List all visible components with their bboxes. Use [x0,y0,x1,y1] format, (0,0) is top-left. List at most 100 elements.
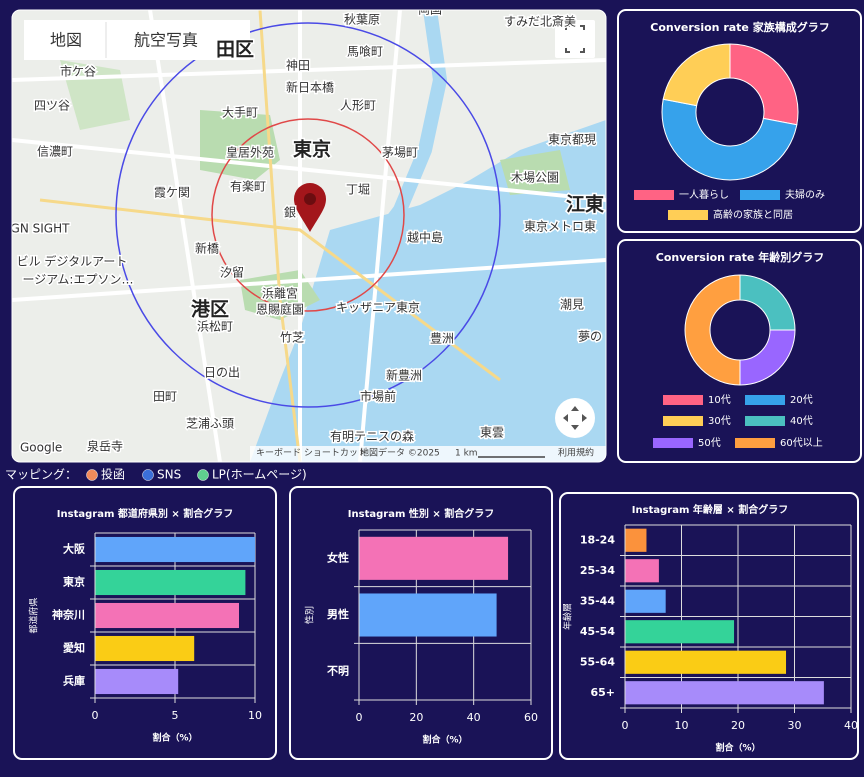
map-type-button[interactable]: 地図 [50,31,82,50]
legend-label: 60代以上 [780,437,823,449]
x-tick-label: 20 [731,719,745,732]
marker-dot [304,193,316,205]
y-tick-label: 男性 [327,607,349,621]
legend-swatch [735,438,775,448]
park [500,150,570,195]
legend-label: 10代 [708,394,731,406]
chart-title: Instagram 都道府県別 × 割合グラフ [57,507,233,520]
map-label: ージアム:エプソン… [23,273,134,287]
x-axis-label: 割合（%） [152,732,197,744]
legend-label: 40代 [790,415,813,427]
y-tick-label: 大阪 [63,542,86,556]
pan-control[interactable] [555,398,595,438]
legend-label: LP(ホームページ) [212,468,307,482]
chart-title: Conversion rate 家族構成グラフ [650,20,829,34]
bar [359,536,509,580]
map-label: 信濃町 [37,145,73,159]
map-label: 芝浦ふ頭 [186,416,234,431]
map-label: 木場公園 [511,171,559,185]
legend-swatch [740,190,780,200]
y-tick-label: 65+ [590,686,615,699]
legend-label: 投函 [101,467,125,482]
legend-label: 20代 [790,394,813,406]
map-label: 泉岳寺 [87,440,123,454]
pie-slice [684,274,741,386]
map-type-button[interactable]: 航空写真 [134,31,198,50]
legend-swatch [142,469,154,481]
legend-swatch [745,395,785,405]
location-marker[interactable] [294,183,326,232]
x-tick-label: 40 [467,711,481,724]
map-label: 秋葉原 [344,13,380,27]
map-label: 新橋 [195,241,219,256]
legend-swatch [663,416,703,426]
bar [95,536,255,563]
chart-title: Instagram 年齢層 × 割合グラフ [632,503,788,516]
map-type-control [24,20,250,60]
radius-circle-inner [211,118,405,312]
map-label: すみだ北斎美 [504,14,576,29]
map-footer-text: 地図データ ©2025 [360,447,440,459]
map-label: 有明テニスの森 [330,429,414,444]
x-axis-label: 割合（%） [422,734,467,746]
chart-title: Conversion rate 年齢別グラフ [656,250,824,264]
y-tick-label: 25-34 [580,564,616,577]
map-label: 四ツ谷 [34,99,70,113]
y-tick-label: 愛知 [63,641,85,655]
map-label: 市ケ谷 [60,64,96,79]
legend-swatch [668,210,708,220]
map-frame [11,9,607,463]
bar [625,681,824,705]
map-label: 新豊洲 [386,368,422,383]
map-label: 東京都現 [548,133,596,147]
bar [95,569,246,596]
map-footer [250,446,606,462]
y-tick-label: 18-24 [580,533,616,546]
panel [289,486,553,760]
panel [617,239,862,463]
map-footer-text: 1 km [455,449,478,459]
map-label: 日の出 [204,366,240,380]
legend-swatch [745,416,785,426]
y-tick-label: 不明 [327,665,349,678]
map-label: 霞ケ関 [154,186,190,200]
map-label: キッザニア東京 [336,301,420,315]
fullscreen-icon [565,25,585,53]
chart-title: Instagram 性別 × 割合グラフ [348,507,494,520]
map-label: GN SIGHT [11,222,71,236]
map-footer-text[interactable]: 利用規約 [558,447,594,459]
y-tick-label: 東京 [63,575,85,589]
x-tick-label: 5 [172,709,179,722]
pie-slice [739,274,796,331]
map-label: 恩賜庭園 [256,302,304,317]
map-label: 東京メトロ東 [524,220,596,234]
map-label: 港区 [191,299,229,321]
bar [95,635,195,662]
map-label: 茅場町 [382,146,418,160]
pie-slice [661,98,798,181]
y-tick-label: 45-54 [580,625,616,638]
panel [617,9,862,233]
legend-label: 高齢の家族と同居 [713,208,793,221]
panel [13,486,277,760]
bar [625,650,787,674]
y-axis-label: 都道府県 [28,597,40,633]
bar [95,668,179,695]
map-label: 大手町 [222,106,258,120]
map-label: ビル デジタルアート [17,254,128,269]
x-axis-label: 割合（%） [715,742,760,754]
y-axis-label: 性別 [304,606,316,624]
x-tick-label: 10 [248,709,262,722]
map-label: 竹芝 [280,330,304,345]
legend-label: 30代 [708,415,731,427]
radius-circle-outer [115,22,501,408]
y-axis-label: 年齢層 [562,603,574,630]
roads [12,10,606,462]
map-label: 豊洲 [430,332,454,346]
pie-slice [729,43,799,126]
pan-icon [563,406,587,430]
map-label: 田町 [153,390,177,404]
x-tick-label: 40 [844,719,858,732]
